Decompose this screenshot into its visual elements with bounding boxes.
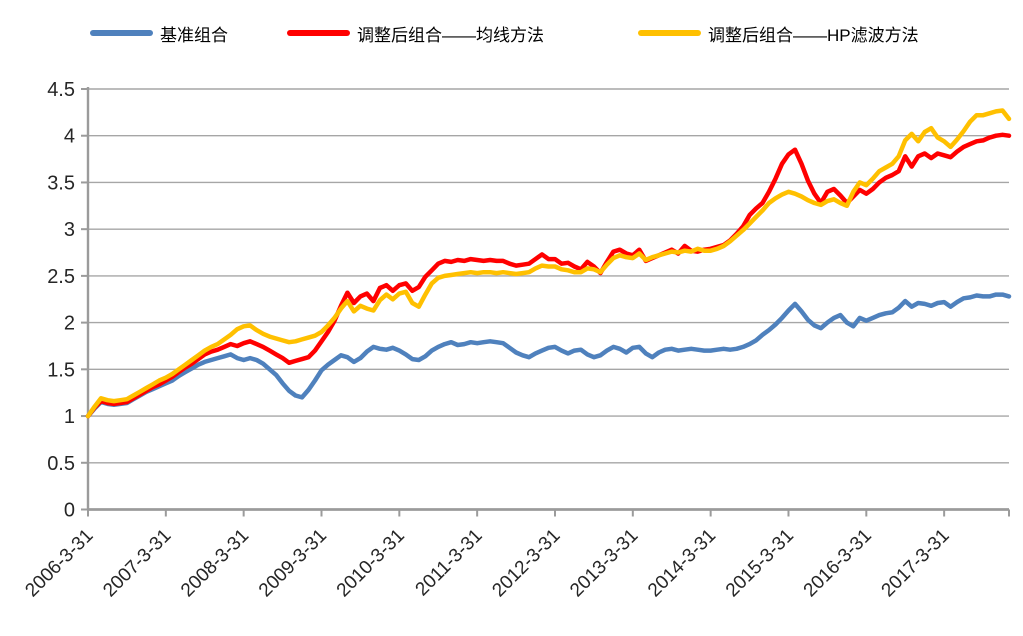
legend-swatch-red-icon xyxy=(287,30,350,36)
y-tick-label: 0.5 xyxy=(47,453,75,475)
y-tick-label: 2 xyxy=(64,313,75,335)
legend-label-benchmark: 基准组合 xyxy=(160,25,228,45)
y-tick-label: 1 xyxy=(64,406,75,428)
y-tick-label: 3 xyxy=(64,219,75,241)
x-tick-label: 2015-3-31 xyxy=(722,525,798,601)
x-tick-label: 2010-3-31 xyxy=(333,525,409,601)
x-tick-label: 2016-3-31 xyxy=(800,525,876,601)
legend-label-ma-method: 调整后组合——均线方法 xyxy=(357,25,544,45)
y-tick-label: 1.5 xyxy=(47,359,75,381)
legend-item-hp-method: 调整后组合——HP滤波方法 xyxy=(638,22,919,45)
y-tick-label: 4 xyxy=(64,126,75,148)
legend-item-ma-method: 调整后组合——均线方法 xyxy=(287,22,544,45)
x-tick-label: 2011-3-31 xyxy=(412,525,487,600)
y-tick-label: 4.5 xyxy=(47,79,75,101)
x-tick-label: 2013-3-31 xyxy=(566,525,642,601)
series-line-1 xyxy=(85,132,1012,419)
series-line-0 xyxy=(85,292,1012,419)
y-tick-label: 0 xyxy=(64,500,75,522)
legend-swatch-yellow-icon xyxy=(638,30,701,36)
y-tick-label: 3.5 xyxy=(47,172,75,194)
x-tick-label: 2012-3-31 xyxy=(488,525,564,601)
x-tick-label: 2007-3-31 xyxy=(99,525,175,601)
legend-swatch-blue-icon xyxy=(90,30,153,36)
y-tick-label: 2.5 xyxy=(47,266,75,288)
x-tick-label: 2008-3-31 xyxy=(177,525,253,601)
x-tick-label: 2006-3-31 xyxy=(21,525,97,601)
series-line-2 xyxy=(85,108,1012,419)
legend-item-benchmark: 基准组合 xyxy=(90,22,228,45)
x-tick-label: 2014-3-31 xyxy=(644,525,720,601)
legend-label-hp-method: 调整后组合——HP滤波方法 xyxy=(708,25,919,45)
x-tick-label: 2009-3-31 xyxy=(255,525,331,601)
x-tick-label: 2017-3-31 xyxy=(878,525,954,601)
